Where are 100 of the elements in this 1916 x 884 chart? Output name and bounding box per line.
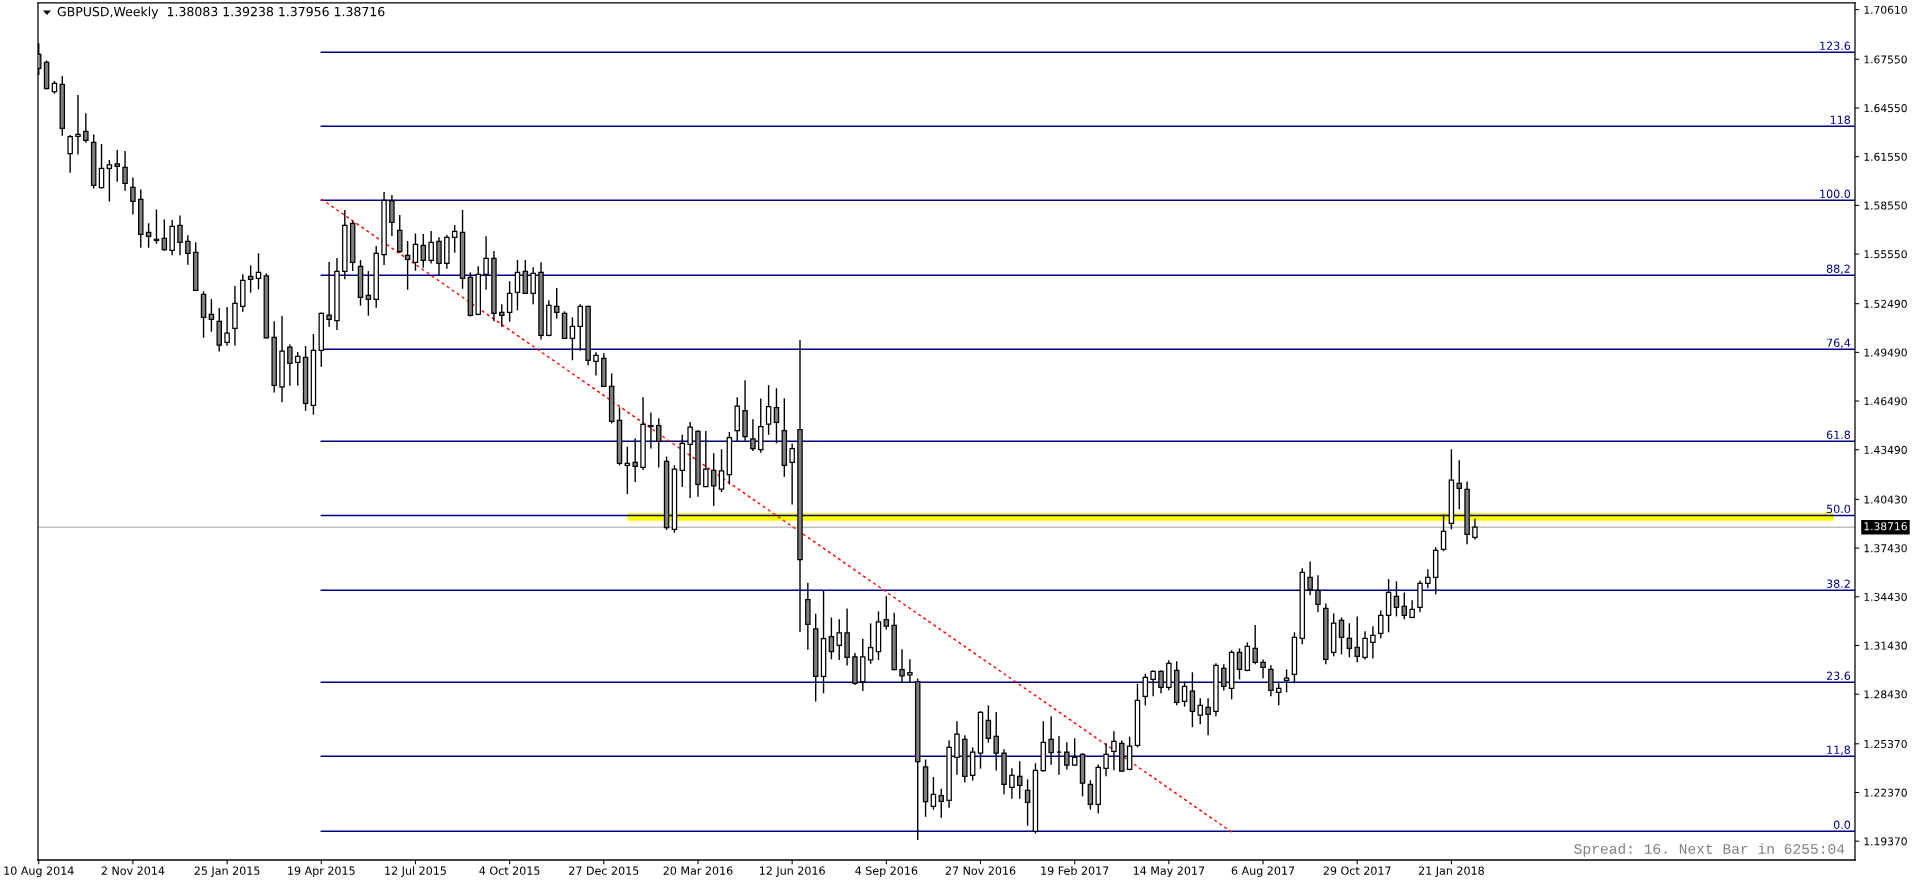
candlestick	[412, 232, 419, 272]
candlestick	[765, 384, 772, 436]
candlestick	[1268, 664, 1274, 697]
y-tick-label: 1.46490	[1864, 397, 1907, 406]
candlestick	[1071, 737, 1078, 767]
candlestick	[130, 176, 136, 216]
candlestick	[632, 437, 638, 483]
candlestick	[200, 290, 207, 339]
candlestick	[208, 298, 215, 333]
candlestick	[648, 411, 654, 450]
candlestick	[255, 252, 262, 291]
candlestick	[1338, 616, 1345, 656]
candlestick	[514, 259, 521, 312]
x-tick-label: 10 Aug 2014	[4, 866, 74, 877]
series-label: 11,8	[1827, 745, 1851, 756]
series-label: 123.6	[1820, 41, 1851, 50]
candlestick	[1111, 730, 1117, 771]
candlestick	[1385, 578, 1392, 634]
candlestick	[1126, 735, 1133, 771]
candlestick	[1150, 669, 1156, 697]
candlestick	[216, 307, 223, 353]
candlestick	[1016, 760, 1023, 800]
candlestick	[1252, 624, 1258, 665]
series-label: 100.0	[1820, 189, 1851, 198]
x-tick-label: 12 Jul 2015	[385, 866, 446, 877]
candlestick	[687, 421, 693, 499]
candlestick	[436, 236, 442, 276]
candlestick	[75, 94, 81, 156]
x-tick-label: 14 May 2017	[1133, 866, 1205, 877]
candlestick	[1221, 663, 1227, 692]
y-tick-label: 1.64550	[1864, 104, 1907, 113]
candlestick	[938, 788, 945, 819]
x-tick-label: 4 Oct 2015	[479, 866, 540, 875]
candlestick	[1315, 574, 1321, 614]
y-tick-label: 1.25370	[1864, 739, 1907, 749]
candlestick	[577, 303, 584, 352]
candlestick	[883, 595, 890, 631]
candlestick	[758, 397, 764, 454]
candlestick	[1103, 742, 1109, 777]
candlestick	[703, 430, 709, 488]
candlestick	[1260, 658, 1266, 679]
candlestick	[1087, 779, 1094, 811]
candlestick	[773, 387, 780, 445]
y-tick-label: 1.67550	[1864, 55, 1907, 64]
candlestick	[1393, 580, 1400, 618]
candlestick	[836, 618, 842, 661]
candlestick	[122, 150, 128, 192]
candlestick	[428, 230, 434, 265]
candlestick	[247, 264, 254, 294]
series-label: 50.0	[1826, 504, 1851, 514]
candlestick	[569, 316, 576, 362]
candlestick	[1236, 647, 1243, 681]
series-label: 23.6	[1826, 671, 1851, 680]
candlestick	[1024, 778, 1031, 827]
candlestick	[1346, 622, 1353, 658]
candlestick	[985, 704, 992, 744]
y-tick-label: 1.22370	[1864, 788, 1907, 797]
candlestick	[1401, 591, 1408, 621]
y-tick-label: 1.52490	[1864, 299, 1907, 308]
y-tick-label: 1.55550	[1864, 250, 1907, 259]
candlestick	[1189, 671, 1196, 728]
x-tick-label: 2 Nov 2014	[101, 866, 165, 875]
annotation: Spread: 16. Next Bar in 6255:04	[1574, 843, 1845, 857]
candlestick	[83, 112, 89, 144]
candlestick	[185, 234, 191, 266]
candlestick	[828, 616, 835, 660]
series-label: 88,2	[1826, 264, 1850, 275]
candlestick	[1205, 697, 1211, 737]
y-tick-label: 1.31430	[1864, 641, 1907, 650]
candlestick	[499, 303, 505, 328]
x-tick-label: 6 Aug 2017	[1231, 866, 1295, 877]
candlestick	[1009, 767, 1015, 800]
candlestick	[1307, 560, 1313, 597]
y-tick-label: 1.37430	[1864, 544, 1907, 553]
candlestick	[294, 351, 301, 387]
ref-line-label: 1.38716	[1864, 522, 1907, 531]
candlestick	[420, 233, 427, 269]
series-label: 61.8	[1826, 430, 1851, 439]
candlestick	[522, 259, 529, 295]
candlestick	[930, 776, 937, 811]
candlestick	[867, 622, 874, 665]
candlestick	[506, 280, 513, 323]
candlestick	[67, 134, 73, 174]
y-tick-label: 1.34430	[1864, 592, 1907, 601]
x-tick-label: 19 Apr 2015	[288, 866, 355, 877]
candlestick	[954, 720, 960, 776]
x-tick-label: 25 Jan 2015	[194, 866, 260, 877]
candlestick	[1275, 682, 1282, 707]
x-tick-label: 21 Jan 2018	[1418, 866, 1484, 877]
x-tick-label: 29 Oct 2017	[1323, 866, 1391, 875]
chart-title: GBPUSD,Weekly 1.38083 1.39238 1.37956 1.38716	[57, 6, 385, 19]
candlestick	[1197, 697, 1204, 726]
x-tick-label: 20 Mar 2016	[663, 866, 733, 875]
candlestick	[114, 149, 120, 183]
candlestick	[1440, 513, 1447, 553]
x-tick-label: 27 Dec 2015	[569, 866, 639, 875]
candlestick	[530, 266, 536, 306]
candlestick	[789, 442, 795, 506]
x-tick-label: 19 Feb 2017	[1041, 866, 1109, 875]
candlestick	[1425, 568, 1431, 590]
